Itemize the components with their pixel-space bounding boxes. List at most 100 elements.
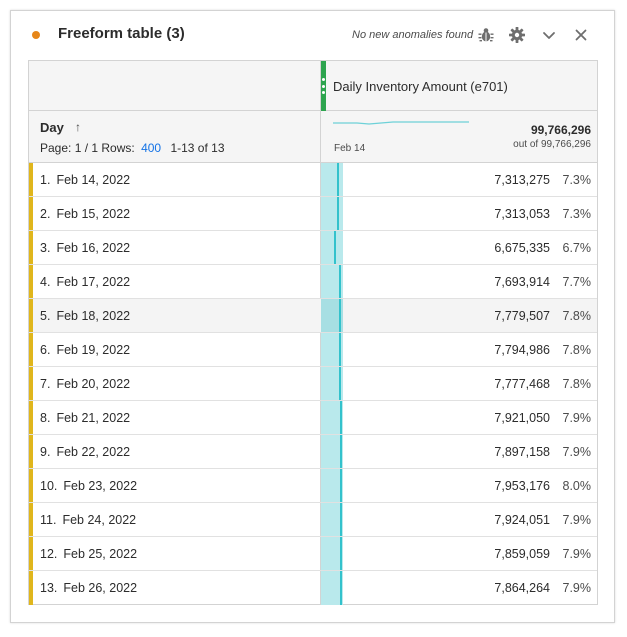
row-bar-cell — [321, 197, 343, 230]
row-bar-line — [339, 537, 342, 570]
row-percent: 7.9% — [562, 581, 592, 595]
row-bar-line — [334, 231, 337, 264]
row-label: 13. Feb 26, 2022 — [40, 581, 137, 595]
table-row[interactable]: 9. Feb 22, 2022 7,897,158 7.9% — [29, 435, 597, 469]
row-day: Feb 20, 2022 — [56, 377, 131, 391]
row-day: Feb 21, 2022 — [56, 411, 131, 425]
row-day: Feb 22, 2022 — [56, 445, 131, 459]
row-percent: 7.8% — [562, 377, 592, 391]
row-value: 7,859,059 — [494, 547, 550, 561]
row-bar-line — [336, 163, 339, 196]
drag-handle-icon[interactable] — [322, 78, 325, 94]
row-marker — [29, 265, 33, 298]
gear-icon[interactable] — [507, 25, 527, 45]
row-value: 7,953,176 — [494, 479, 550, 493]
row-bar-line — [339, 367, 342, 400]
row-day: Feb 16, 2022 — [56, 241, 131, 255]
row-percent: 7.3% — [562, 207, 592, 221]
row-number: 5. — [40, 309, 51, 323]
row-value: 7,924,051 — [494, 513, 550, 527]
row-bar-line — [339, 299, 342, 332]
row-marker — [29, 401, 33, 434]
anomaly-status: No new anomalies found — [352, 29, 474, 41]
row-bar-cell — [321, 265, 343, 298]
table-row[interactable]: 3. Feb 16, 2022 6,675,335 6.7% — [29, 231, 597, 265]
row-label: 1. Feb 14, 2022 — [40, 173, 130, 187]
table-row[interactable]: 6. Feb 19, 2022 7,794,986 7.8% — [29, 333, 597, 367]
metric-column-title[interactable]: Daily Inventory Amount (e701) — [333, 79, 508, 94]
row-value: 6,675,335 — [494, 241, 550, 255]
row-number: 10. — [40, 479, 58, 493]
close-icon[interactable] — [571, 25, 591, 45]
table-row[interactable]: 8. Feb 21, 2022 7,921,050 7.9% — [29, 401, 597, 435]
rows-label: Rows: — [101, 141, 135, 155]
row-marker — [29, 333, 33, 366]
table-row[interactable]: 11. Feb 24, 2022 7,924,051 7.9% — [29, 503, 597, 537]
table-row[interactable]: 7. Feb 20, 2022 7,777,468 7.8% — [29, 367, 597, 401]
row-marker — [29, 469, 33, 502]
table-row[interactable]: 13. Feb 26, 2022 7,864,264 7.9% — [29, 571, 597, 605]
row-marker — [29, 299, 33, 332]
row-label: 4. Feb 17, 2022 — [40, 275, 130, 289]
row-bar-cell — [321, 231, 343, 264]
table-body: 1. Feb 14, 2022 7,313,275 7.3% 2. Feb 15, 202… — [29, 163, 597, 605]
row-percent: 7.7% — [562, 275, 592, 289]
row-label: 9. Feb 22, 2022 — [40, 445, 130, 459]
row-label: 6. Feb 19, 2022 — [40, 343, 130, 357]
chevron-down-icon[interactable] — [539, 25, 559, 45]
status-dot — [32, 31, 40, 39]
row-number: 4. — [40, 275, 51, 289]
row-value: 7,777,468 — [494, 377, 550, 391]
row-value: 7,779,507 — [494, 309, 550, 323]
row-day: Feb 26, 2022 — [63, 581, 138, 595]
panel-title[interactable]: Freeform table (3) — [58, 25, 185, 42]
row-value: 7,794,986 — [494, 343, 550, 357]
dimension-label[interactable]: Day — [40, 120, 64, 135]
row-label: 12. Feb 25, 2022 — [40, 547, 137, 561]
table-row[interactable]: 10. Feb 23, 2022 7,953,176 8.0% — [29, 469, 597, 503]
row-bar-line — [339, 435, 342, 468]
row-number: 6. — [40, 343, 51, 357]
range-label: 1-13 of 13 — [170, 141, 225, 155]
row-marker — [29, 435, 33, 468]
column-header-row: Daily Inventory Amount (e701) — [29, 61, 597, 111]
row-percent: 7.3% — [562, 173, 592, 187]
row-day: Feb 15, 2022 — [56, 207, 131, 221]
row-day: Feb 25, 2022 — [63, 547, 138, 561]
row-bar-line — [340, 469, 343, 502]
row-number: 7. — [40, 377, 51, 391]
row-bar-cell — [321, 537, 343, 570]
table-row[interactable]: 4. Feb 17, 2022 7,693,914 7.7% — [29, 265, 597, 299]
row-number: 8. — [40, 411, 51, 425]
row-bar-cell — [321, 503, 343, 536]
row-label: 8. Feb 21, 2022 — [40, 411, 130, 425]
row-percent: 7.9% — [562, 445, 592, 459]
row-day: Feb 24, 2022 — [62, 513, 137, 527]
metric-total-out-of: out of 99,766,296 — [513, 139, 591, 150]
bug-icon[interactable] — [476, 25, 496, 45]
table-row[interactable]: 5. Feb 18, 2022 7,779,507 7.8% — [29, 299, 597, 333]
row-day: Feb 18, 2022 — [56, 309, 131, 323]
row-percent: 7.8% — [562, 309, 592, 323]
row-number: 9. — [40, 445, 51, 459]
row-value: 7,693,914 — [494, 275, 550, 289]
table-row[interactable]: 2. Feb 15, 2022 7,313,053 7.3% — [29, 197, 597, 231]
row-bar-cell — [321, 299, 343, 332]
row-marker — [29, 197, 33, 230]
row-bar-cell — [321, 435, 343, 468]
row-bar-cell — [321, 469, 343, 502]
row-number: 13. — [40, 581, 58, 595]
sort-ascending-icon[interactable]: ↑ — [75, 120, 81, 134]
row-percent: 6.7% — [562, 241, 592, 255]
row-bar-line — [339, 571, 342, 605]
row-label: 2. Feb 15, 2022 — [40, 207, 130, 221]
row-value: 7,313,053 — [494, 207, 550, 221]
row-percent: 7.9% — [562, 513, 592, 527]
table-row[interactable]: 1. Feb 14, 2022 7,313,275 7.3% — [29, 163, 597, 197]
row-number: 11. — [40, 513, 57, 527]
row-marker — [29, 231, 33, 264]
table-row[interactable]: 12. Feb 25, 2022 7,859,059 7.9% — [29, 537, 597, 571]
page-label: Page: 1 / 1 — [40, 141, 99, 155]
row-day: Feb 19, 2022 — [56, 343, 131, 357]
rows-per-page-select[interactable]: 400 — [141, 141, 162, 155]
